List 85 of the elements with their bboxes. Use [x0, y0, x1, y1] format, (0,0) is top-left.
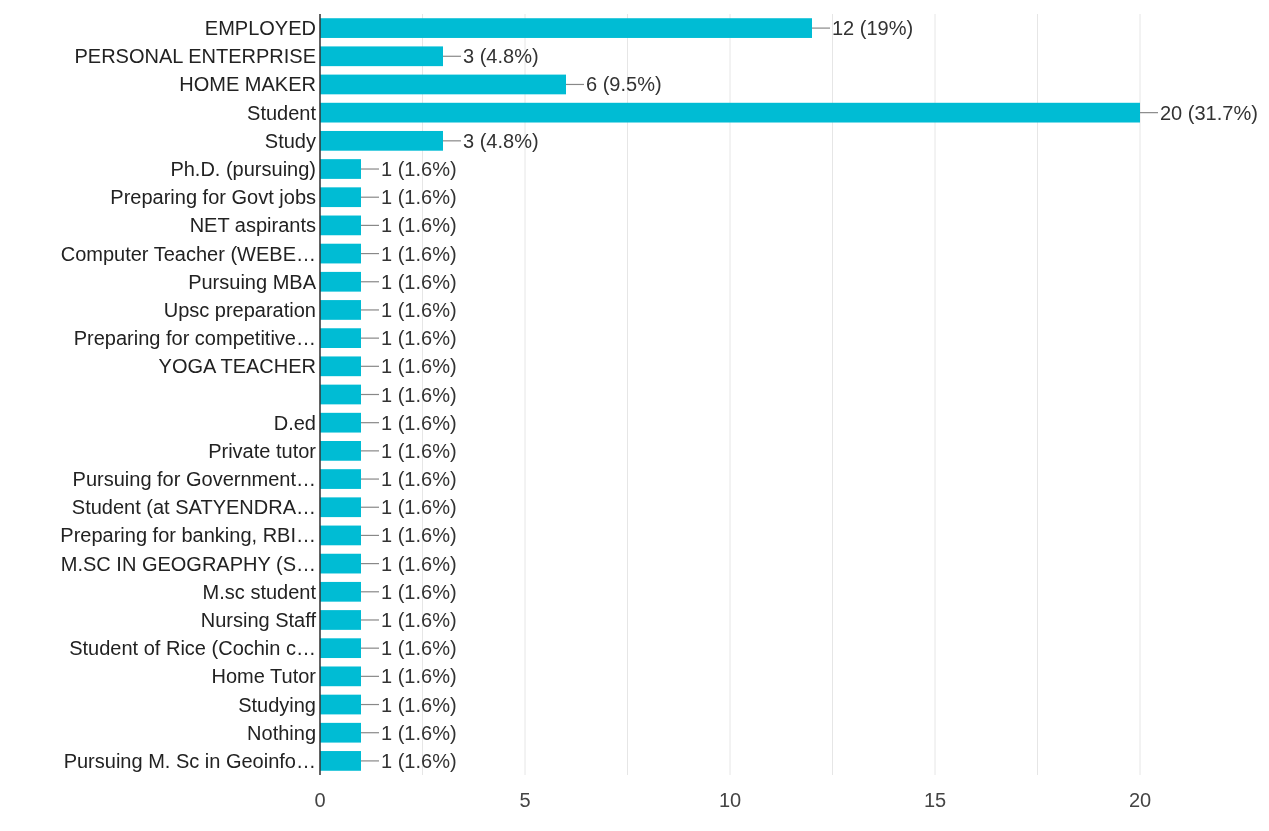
y-tick-label: Studying: [238, 693, 316, 716]
bar: [320, 666, 361, 687]
y-tick-label: M.sc student: [202, 580, 317, 603]
y-tick-label: Home Tutor: [211, 665, 317, 688]
data-label: 1 (1.6%): [381, 496, 457, 519]
y-tick-label: EMPLOYED: [204, 17, 316, 40]
data-label: 1 (1.6%): [381, 721, 457, 744]
y-tick-label: Ph.D. (pursuing): [170, 158, 316, 181]
bar: [320, 441, 361, 461]
data-label: 1 (1.6%): [381, 158, 457, 181]
bar: [320, 356, 361, 377]
data-label: 1 (1.6%): [381, 383, 457, 406]
data-label: 12 (19%): [832, 17, 914, 40]
bar: [320, 300, 361, 320]
y-tick-label: M.SC IN GEOGRAPHY (S…: [60, 552, 316, 575]
data-label: 1 (1.6%): [381, 270, 457, 293]
y-tick-label: D.ed: [273, 411, 316, 434]
y-tick-label: Nothing: [247, 721, 316, 744]
bar: [320, 497, 361, 518]
y-tick-label: Preparing for Govt jobs: [110, 186, 316, 209]
data-label: 1 (1.6%): [381, 355, 457, 378]
y-tick-label: Student: [247, 101, 317, 124]
bar: [320, 18, 812, 38]
data-label: 1 (1.6%): [381, 411, 457, 434]
y-tick-label: Private tutor: [208, 439, 317, 462]
data-label: 1 (1.6%): [381, 608, 457, 631]
bar: [320, 469, 361, 489]
bar: [320, 328, 361, 348]
bar: [320, 722, 361, 743]
y-tick-label: Student (at SATYENDRA…: [71, 496, 316, 519]
bar: [320, 581, 361, 602]
data-label: 1 (1.6%): [381, 298, 457, 321]
x-tick-label: 15: [923, 789, 947, 811]
bar: [320, 271, 361, 292]
y-tick-label: Preparing for banking, RBI…: [60, 524, 316, 547]
data-label: 1 (1.6%): [381, 693, 457, 716]
bar: [320, 102, 1140, 123]
x-tick-label: 20: [1128, 789, 1152, 811]
data-label: 1 (1.6%): [381, 552, 457, 575]
data-label: 1 (1.6%): [381, 665, 457, 688]
bar: [320, 384, 361, 405]
data-label: 6 (9.5%): [586, 73, 662, 96]
y-tick-label: Nursing Staff: [200, 608, 317, 631]
bar: [320, 412, 361, 433]
x-tick-label: 0: [314, 789, 326, 811]
bar: [320, 159, 361, 179]
data-label: 1 (1.6%): [381, 327, 457, 350]
y-tick-label: Computer Teacher (WEBE…: [60, 242, 316, 265]
data-label: 1 (1.6%): [381, 242, 457, 265]
data-label: 3 (4.8%): [463, 129, 539, 152]
bar: [320, 74, 566, 95]
data-label: 1 (1.6%): [381, 749, 457, 772]
y-tick-label: Study: [264, 129, 316, 152]
x-tick-label: 5: [519, 789, 531, 811]
y-tick-label: NET aspirants: [189, 214, 316, 237]
data-label: 1 (1.6%): [381, 186, 457, 209]
data-label: 3 (4.8%): [463, 45, 539, 68]
bar: [320, 694, 361, 715]
data-label: 20 (31.7%): [1160, 101, 1258, 124]
bar: [320, 215, 361, 236]
y-tick-label: HOME MAKER: [179, 73, 316, 96]
bar: [320, 751, 361, 771]
data-label: 1 (1.6%): [381, 439, 457, 462]
x-tick-label: 10: [718, 789, 742, 811]
y-tick-label: Pursuing for Government…: [72, 468, 316, 491]
y-tick-label: Student of Rice (Cochin c…: [69, 637, 316, 660]
bar: [320, 46, 443, 67]
bar: [320, 130, 443, 151]
y-tick-label: PERSONAL ENTERPRISE: [74, 45, 316, 68]
data-label: 1 (1.6%): [381, 524, 457, 547]
data-label: 1 (1.6%): [381, 637, 457, 660]
y-tick-label: Pursuing MBA: [188, 270, 317, 293]
bar: [320, 610, 361, 630]
data-label: 1 (1.6%): [381, 468, 457, 491]
y-tick-label: Pursuing M. Sc in Geoinfo…: [63, 749, 316, 772]
data-label: 1 (1.6%): [381, 580, 457, 603]
bar: [320, 525, 361, 546]
bar: [320, 187, 361, 208]
y-tick-label: Upsc preparation: [163, 298, 316, 321]
data-label: 1 (1.6%): [381, 214, 457, 237]
bar: [320, 553, 361, 574]
bar: [320, 638, 361, 659]
y-tick-label: YOGA TEACHER: [158, 355, 316, 378]
bar: [320, 243, 361, 264]
y-tick-label: Preparing for competitive…: [73, 327, 316, 350]
